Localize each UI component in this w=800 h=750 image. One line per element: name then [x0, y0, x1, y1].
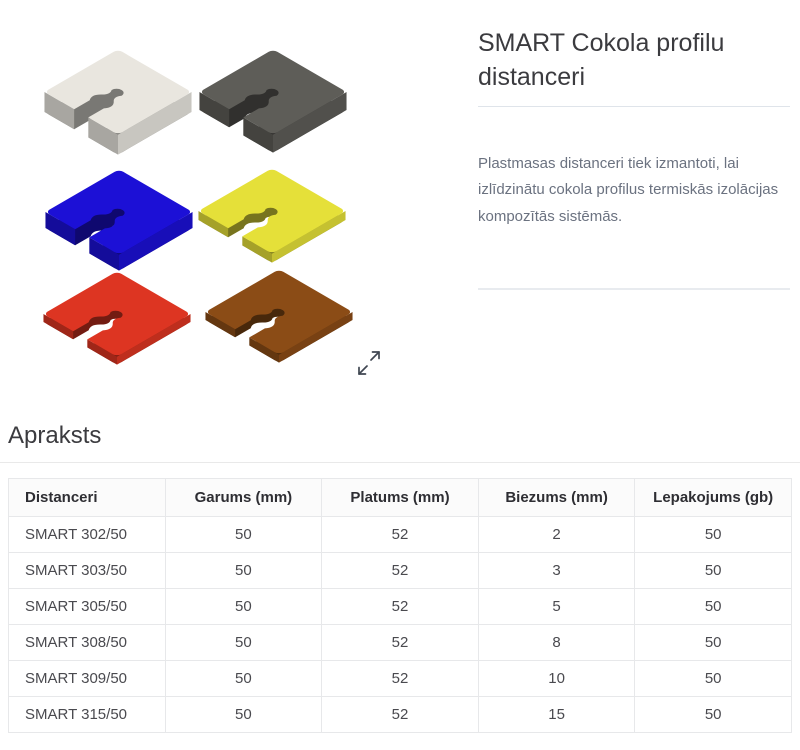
- spacer-left-face: [45, 212, 76, 246]
- cell-value: 50: [634, 696, 792, 733]
- spacer-left-face: [198, 211, 229, 238]
- section-heading: Apraksts: [8, 422, 102, 449]
- cell-product-name: SMART 315/50: [8, 696, 166, 733]
- spacer-left-face: [43, 314, 74, 340]
- expand-arrows-glyph: [358, 351, 380, 375]
- specs-table: Distanceri Garums (mm) Platums (mm) Biezums…: [8, 478, 792, 733]
- spacer-left-face: [89, 237, 119, 271]
- cell-value: 52: [321, 696, 479, 733]
- spacer-dark-grey: [199, 50, 347, 153]
- section-divider: [0, 462, 800, 463]
- table-row: SMART 309/50 50 52 10 50: [8, 660, 792, 697]
- cell-value: 50: [634, 624, 792, 661]
- product-description: Plastmasas distanceri tiek izmantoti, la…: [478, 155, 779, 225]
- cell-value: 50: [164, 624, 323, 661]
- spacer-left-face: [249, 337, 279, 363]
- spacer-right-face: [273, 92, 347, 153]
- spacer-right-face: [279, 312, 353, 363]
- table-row: SMART 305/50 50 52 5 50: [8, 588, 792, 625]
- cell-value: 3: [477, 552, 636, 589]
- spacer-yellow: [198, 169, 346, 263]
- column-header: Biezums (mm): [477, 478, 636, 517]
- spacer-left-face: [199, 92, 230, 128]
- table-row: SMART 315/50 50 52 15 50: [8, 696, 792, 733]
- table-row: SMART 302/50 50 52 2 50: [8, 516, 792, 553]
- spacer-left-face: [87, 339, 117, 365]
- product-info: SMART Cokola profilu distanceri Plastmas…: [478, 0, 790, 400]
- cell-value: 52: [321, 660, 479, 697]
- cell-value: 50: [634, 552, 792, 589]
- product-overview: SMART Cokola profilu distanceri Plastmas…: [0, 0, 790, 400]
- title-divider: [478, 106, 790, 107]
- spacer-white: [44, 50, 192, 155]
- spacer-right-face: [117, 314, 191, 365]
- spacer-left-face: [88, 117, 118, 155]
- cell-value: 50: [634, 660, 792, 697]
- table-row: SMART 308/50 50 52 8 50: [8, 624, 792, 661]
- column-header: Garums (mm): [164, 478, 323, 517]
- column-header: Platums (mm): [321, 478, 479, 517]
- cell-value: 50: [164, 552, 323, 589]
- spacer-top-face: [48, 170, 190, 254]
- expand-icon[interactable]: [352, 346, 386, 380]
- cell-value: 50: [164, 696, 323, 733]
- spacer-left-face: [44, 92, 75, 130]
- spacer-right-face: [119, 212, 193, 271]
- spacer-top-face: [47, 50, 189, 134]
- spacer-top-face: [46, 272, 188, 356]
- spacer-render-canvas: [43, 50, 353, 365]
- cell-product-name: SMART 309/50: [8, 660, 166, 697]
- cell-product-name: SMART 303/50: [8, 552, 166, 589]
- cell-value: 5: [477, 588, 636, 625]
- column-header: Distanceri: [8, 478, 166, 517]
- cell-value: 2: [477, 516, 636, 553]
- spacer-left-face: [242, 236, 272, 263]
- cell-value: 52: [321, 552, 479, 589]
- cell-value: 15: [477, 696, 636, 733]
- cell-value: 8: [477, 624, 636, 661]
- product-image[interactable]: [0, 0, 455, 400]
- cell-value: 50: [634, 516, 792, 553]
- product-title: SMART Cokola profilu distanceri: [478, 29, 725, 91]
- cell-value: 50: [164, 660, 323, 697]
- spacer-top-face: [202, 50, 344, 134]
- cell-product-name: SMART 305/50: [8, 588, 166, 625]
- cell-value: 52: [321, 624, 479, 661]
- column-header: Lepakojums (gb): [634, 478, 792, 517]
- table-head: Distanceri Garums (mm) Platums (mm) Biezums…: [8, 478, 792, 517]
- cell-product-name: SMART 308/50: [8, 624, 166, 661]
- spacer-top-face: [201, 169, 343, 253]
- spacer-right-face: [272, 211, 346, 263]
- cell-value: 50: [634, 588, 792, 625]
- table-row: SMART 303/50 50 52 3 50: [8, 552, 792, 589]
- cell-product-name: SMART 302/50: [8, 516, 166, 553]
- spacer-top-face: [208, 270, 350, 354]
- cell-value: 52: [321, 516, 479, 553]
- cell-value: 50: [164, 588, 323, 625]
- spacer-right-face: [118, 92, 192, 155]
- spacer-left-face: [243, 117, 273, 153]
- table-header-row: Distanceri Garums (mm) Platums (mm) Biezums…: [8, 478, 792, 517]
- cell-value: 50: [164, 516, 323, 553]
- table-body: SMART 302/50 50 52 2 50 SMART 303/50 50 52 3 50 SM…: [8, 516, 792, 733]
- spacer-red: [43, 272, 191, 365]
- spacer-left-face: [205, 312, 236, 338]
- info-divider: [478, 287, 790, 290]
- cell-value: 10: [477, 660, 636, 697]
- spacer-blue: [45, 170, 193, 271]
- cell-value: 52: [321, 588, 479, 625]
- spacer-brown: [205, 270, 353, 363]
